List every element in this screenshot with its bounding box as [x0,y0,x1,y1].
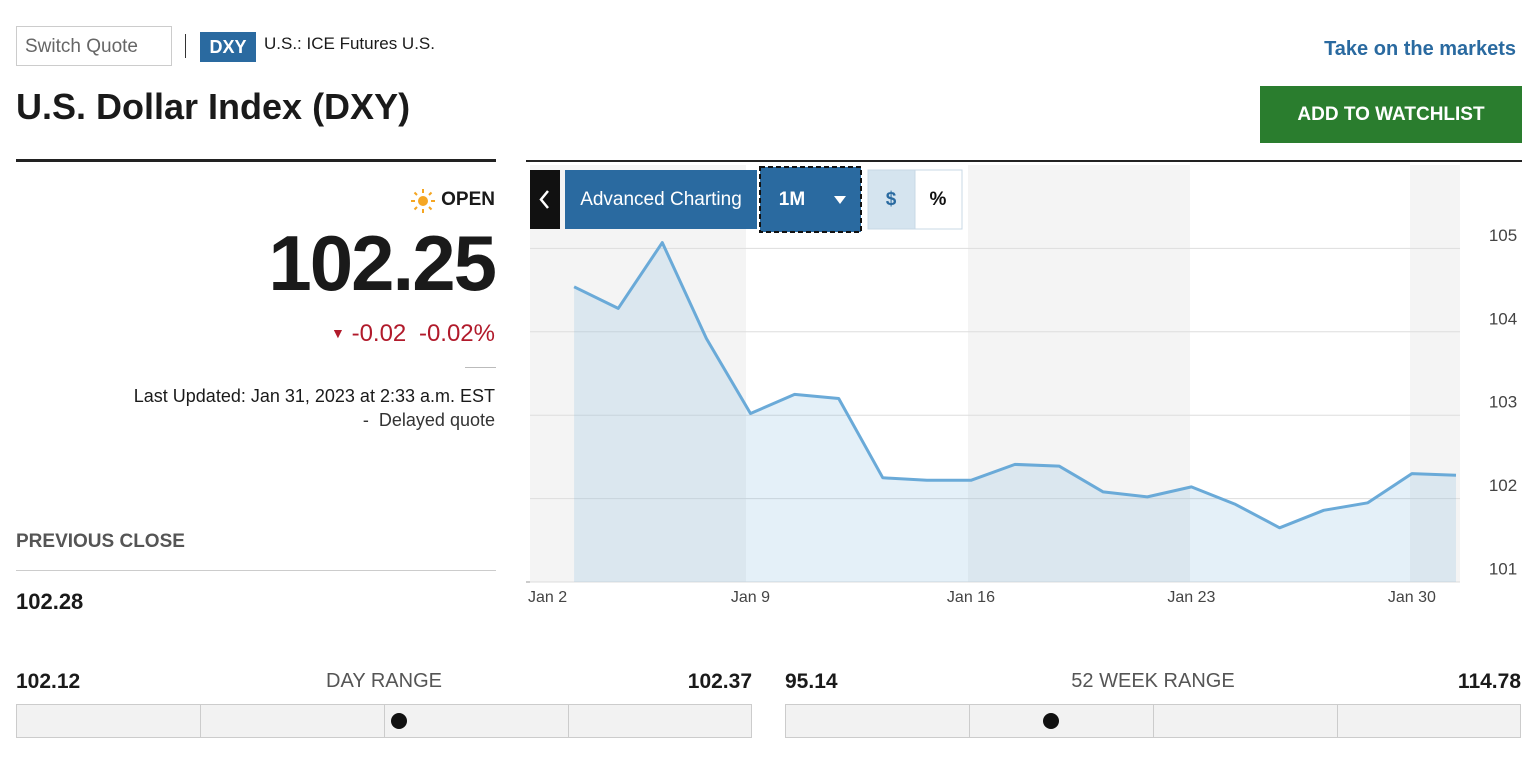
y-tick-label: 104 [1489,309,1517,328]
watchlist-button[interactable]: ADD TO WATCHLIST [1260,86,1522,143]
x-tick-label: Jan 2 [528,589,567,606]
market-status: OPEN [441,189,495,210]
range-label: DAY RANGE [326,670,442,692]
percent-label: % [930,189,947,210]
change: -0.02 [351,320,407,347]
previous-close-label: PREVIOUS CLOSE [16,531,185,552]
dollar-toggle[interactable] [867,169,916,230]
divider [526,160,1522,162]
area [574,242,1456,582]
rule [16,570,496,571]
advanced-charting-label: Advanced Charting [580,189,742,210]
range-divider [1337,704,1338,738]
switch-quote[interactable]: Switch Quote [16,26,172,66]
range-marker [1043,713,1060,729]
delayed-note: - Delayed quote [362,410,495,430]
range-high: 114.78 [1457,670,1521,693]
exchange: U.S.: ICE Futures U.S. [264,34,435,53]
price: 102.25 [268,219,497,307]
x-tick-label: Jan 16 [947,589,995,606]
range-divider [200,704,201,738]
period-select[interactable] [759,166,862,233]
dropdown-icon [834,196,846,204]
x-tick-label: Jan 23 [1167,589,1215,606]
change-row: ▼ -0.02 -0.02% [331,320,495,348]
y-tick-label: 101 [1489,559,1517,578]
chevron-icon [539,190,549,209]
line [573,241,1457,530]
sun-icon [411,189,435,213]
rule [465,367,496,368]
x-tick-label: Jan 30 [1388,589,1436,606]
percent-toggle[interactable] [914,169,963,230]
y-tick-label: 102 [1489,476,1517,495]
title: U.S. Dollar Index (DXY) [16,86,411,127]
y-tick-label: 105 [1489,226,1517,245]
advanced-charting-button[interactable] [565,170,757,229]
y-tick-label: 103 [1489,393,1517,412]
range-label: 52 WEEK RANGE [1071,670,1235,692]
range-divider [969,704,970,738]
last-updated: Last Updated: Jan 31, 2023 at 2:33 a.m. … [133,386,495,406]
week-band [1410,165,1460,582]
ticker-badge: DXY [200,32,256,62]
separator [185,34,186,58]
range-divider [1153,704,1154,738]
down-arrow: ▼ [331,325,345,341]
chart: 101 102 103 104 105 Jan 2 Jan 9 Jan 16 Jan 23 Jan… [526,165,1517,606]
period-label: 1M [779,189,805,210]
range-marker [390,713,407,729]
collapse-button[interactable] [530,170,560,229]
previous-close: 102.28 [16,589,84,614]
dollar-label: $ [886,189,897,210]
change-percent: -0.02% [418,320,495,347]
range-divider [568,704,569,738]
promo-link[interactable]: Take on the markets [1324,38,1516,60]
range-low: 95.14 [785,670,838,693]
range-divider [384,704,385,738]
week-band [530,165,746,582]
range-low: 102.12 [16,670,81,693]
week-band [968,165,1190,582]
range-high: 102.37 [687,670,752,693]
x-tick-label: Jan 9 [731,589,770,606]
divider [16,159,496,162]
